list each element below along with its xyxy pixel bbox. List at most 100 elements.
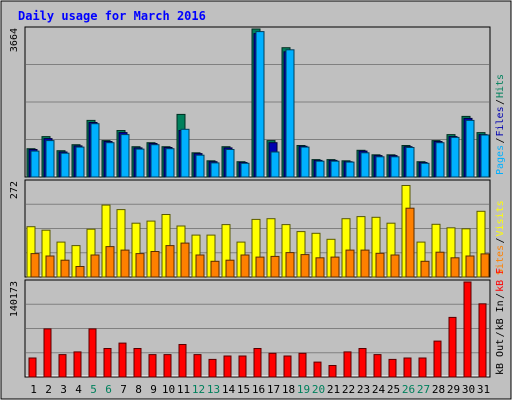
bar-visits-sites	[135, 253, 145, 278]
x-tick-label: 15	[237, 383, 250, 396]
x-tick-label: 2	[45, 383, 52, 396]
bar-visits-sites	[405, 207, 415, 278]
bar-hits-pages	[405, 147, 415, 178]
legend-kb-f: kB F	[495, 268, 506, 292]
bar-kbytes-kb-f	[388, 358, 397, 378]
bar-hits-pages	[180, 128, 190, 178]
x-tick-label: 22	[342, 383, 355, 396]
x-tick-label: 27	[417, 383, 430, 396]
legend-pages: Pages	[495, 145, 506, 175]
plot-layer: 3664Pages/Files/Hits272Sites/Visits14017…	[9, 26, 506, 396]
bar-kbytes-kb-f	[403, 357, 412, 378]
bar-kbytes-kb-f	[358, 348, 367, 378]
bar-visits-sites	[450, 257, 460, 278]
bar-hits-pages	[105, 142, 115, 178]
x-tick-label: 23	[357, 383, 370, 396]
legend-separator: /	[495, 137, 506, 143]
bar-kbytes-kb-f	[463, 281, 472, 378]
bar-visits-sites	[255, 256, 265, 278]
bar-hits-pages	[165, 148, 175, 178]
bar-hits-pages	[330, 160, 340, 178]
x-tick-label: 12	[192, 383, 205, 396]
x-tick-label: 3	[60, 383, 67, 396]
bar-kbytes-kb-f	[418, 357, 427, 378]
x-tick-label: 24	[372, 383, 386, 396]
bar-visits-sites	[225, 259, 235, 278]
bar-visits-sites	[60, 259, 70, 278]
x-tick-label: 16	[252, 383, 265, 396]
bar-kbytes-kb-f	[43, 328, 52, 378]
bar-visits-sites	[480, 253, 490, 278]
bar-visits-sites	[120, 249, 130, 278]
bar-visits-sites	[165, 245, 175, 278]
legend-visits: Visits	[495, 200, 506, 236]
legend-separator: /	[495, 331, 506, 337]
bar-visits-sites	[75, 266, 85, 278]
legend-kb-out: kB Out	[495, 339, 506, 375]
bar-kbytes-kb-f	[133, 348, 142, 378]
bar-kbytes-kb-f	[103, 348, 112, 378]
bar-hits-pages	[75, 146, 85, 178]
x-tick-label: 25	[387, 383, 400, 396]
bar-hits-pages	[120, 134, 130, 178]
bar-kbytes-kb-f	[283, 355, 292, 378]
x-tick-label: 10	[162, 383, 175, 396]
bar-hits-pages	[270, 151, 280, 178]
bar-visits-sites	[285, 252, 295, 278]
bar-hits-pages	[345, 161, 355, 178]
bar-kbytes-kb-f	[73, 351, 82, 378]
x-tick-label: 1	[30, 383, 37, 396]
bar-visits-sites	[300, 254, 310, 278]
bar-hits-pages	[195, 154, 205, 178]
bar-hits-pages	[60, 152, 70, 178]
bar-hits-pages	[480, 134, 490, 178]
x-tick-label: 14	[222, 383, 236, 396]
panel-visits-ymax-label: 272	[9, 181, 20, 199]
bar-visits-sites	[240, 254, 250, 278]
bar-hits-pages	[225, 149, 235, 178]
bar-visits-sites	[30, 253, 40, 278]
bar-kbytes-kb-f	[58, 354, 67, 378]
x-tick-label: 7	[120, 383, 127, 396]
bar-kbytes-kb-f	[448, 316, 457, 378]
bar-kbytes-kb-f	[343, 351, 352, 378]
bar-visits-sites	[345, 249, 355, 278]
x-tick-label: 17	[267, 383, 280, 396]
bar-hits-pages	[45, 140, 55, 178]
x-tick-label: 31	[477, 383, 490, 396]
bar-kbytes-kb-f	[253, 348, 262, 378]
bar-visits-sites	[105, 246, 115, 278]
legend-separator: /	[495, 237, 506, 243]
bar-visits-sites	[210, 260, 220, 278]
bar-kbytes-kb-f	[88, 328, 97, 378]
bar-kbytes-kb-f	[208, 358, 217, 378]
bar-hits-pages	[375, 156, 385, 178]
bar-kbytes-kb-f	[313, 361, 322, 378]
x-tick-label: 13	[207, 383, 220, 396]
x-tick-label: 18	[282, 383, 295, 396]
bar-hits-pages	[450, 136, 460, 178]
bar-hits-pages	[30, 150, 40, 178]
x-tick-label: 6	[105, 383, 112, 396]
bar-kbytes-kb-f	[148, 354, 157, 378]
bar-hits-pages	[360, 152, 370, 178]
bar-visits-sites	[390, 254, 400, 278]
bar-visits-sites	[150, 251, 160, 278]
bar-hits-pages	[285, 49, 295, 178]
bar-hits-pages	[420, 162, 430, 178]
bar-kbytes-kb-f	[28, 357, 37, 378]
bar-hits-pages	[465, 119, 475, 178]
x-tick-label: 4	[75, 383, 82, 396]
bar-visits-sites	[270, 255, 280, 278]
panel-hits-ymax-label: 3664	[9, 28, 20, 52]
bar-visits-sites	[195, 254, 205, 278]
bar-hits-pages	[315, 160, 325, 178]
bar-hits-pages	[435, 142, 445, 178]
bar-hits-pages	[390, 156, 400, 178]
bar-visits-sites	[465, 255, 475, 278]
x-tick-label: 20	[312, 383, 325, 396]
legend-sites: Sites	[495, 245, 506, 275]
bar-visits-sites	[45, 255, 55, 278]
